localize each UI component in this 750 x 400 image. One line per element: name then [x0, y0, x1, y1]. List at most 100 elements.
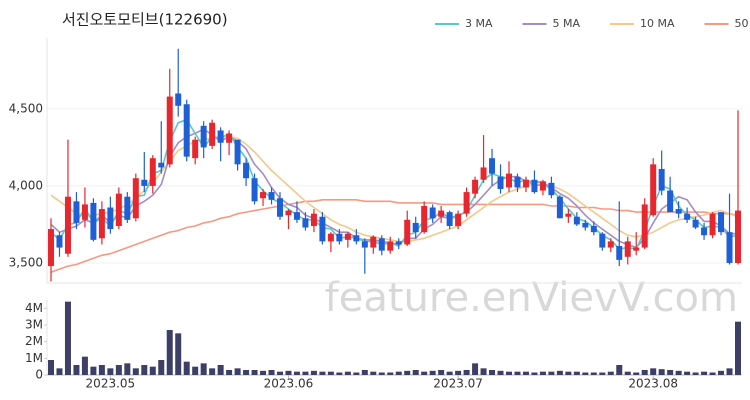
volume-bar: [735, 321, 741, 375]
candle-body: [506, 173, 512, 188]
candle-body: [200, 125, 207, 148]
volume-bar: [421, 371, 428, 375]
candle-body: [361, 241, 368, 248]
candle-body: [684, 213, 691, 220]
volume-bar: [506, 371, 512, 375]
volume-bar: [582, 372, 589, 375]
volume-bar: [234, 368, 241, 375]
volume-bar: [624, 371, 631, 375]
ma-line: [50, 127, 738, 249]
volume-bar: [370, 371, 377, 375]
volume-bar: [658, 369, 665, 375]
volume-tick-label: 0: [35, 368, 43, 382]
volume-bar: [480, 368, 487, 375]
candle-body: [548, 182, 555, 196]
candle-body: [641, 204, 648, 248]
volume-bar: [217, 365, 224, 375]
legend-label: 3 MA: [465, 17, 493, 30]
volume-bar: [183, 361, 190, 375]
candle-body: [412, 222, 419, 233]
volume-bar: [599, 372, 606, 375]
volume-bar: [692, 372, 699, 375]
chart-title: 서진오토모티브(122690): [62, 11, 228, 29]
ma-line: [50, 199, 739, 273]
candle-body: [726, 232, 733, 263]
volume-bar: [243, 370, 250, 375]
volume-tick-label: 4M: [25, 301, 43, 315]
candle-body: [582, 222, 589, 228]
candle-body: [667, 190, 674, 213]
candle-body: [633, 247, 640, 251]
volume-bar: [361, 370, 368, 375]
volume-bar: [98, 365, 105, 375]
candle-body: [277, 198, 283, 217]
volume-bar: [107, 368, 114, 375]
volume-bar: [556, 370, 563, 375]
volume-bar: [277, 371, 283, 375]
candle-body: [132, 178, 139, 219]
candle-body: [489, 158, 496, 174]
candle-body: [395, 241, 402, 245]
candle-body: [455, 213, 462, 226]
candle-body: [268, 192, 275, 200]
candle-body: [56, 235, 63, 248]
candle-body: [319, 216, 326, 242]
volume-bar: [90, 366, 97, 375]
candle-body: [718, 212, 725, 233]
volume-bar: [192, 366, 199, 375]
volume-bar: [175, 333, 182, 375]
volume-bar: [701, 371, 708, 375]
candle-body: [344, 233, 351, 240]
candle-body: [302, 218, 309, 228]
volume-bar: [327, 371, 334, 375]
volume-bar: [633, 372, 640, 375]
candle-body: [607, 241, 614, 248]
volume-bar: [319, 371, 326, 375]
candle-body: [565, 213, 572, 217]
volume-bar: [353, 372, 360, 375]
candle-body: [370, 236, 377, 248]
candle-body: [234, 139, 241, 165]
volume-bar: [302, 371, 309, 375]
volume-bar: [489, 370, 496, 375]
volume-bar: [81, 356, 88, 375]
candle-body: [446, 212, 453, 226]
candle-body: [709, 213, 716, 236]
volume-bar: [158, 360, 165, 375]
candle-body: [421, 205, 428, 233]
volume-bar: [590, 372, 597, 375]
x-tick-label: 2023.08: [628, 377, 678, 391]
volume-bar: [209, 368, 216, 375]
y-tick-label: 4,000: [9, 178, 43, 192]
volume-bar: [531, 372, 538, 375]
candle-body: [124, 196, 131, 220]
volume-bar: [56, 368, 63, 375]
candle-body: [141, 179, 148, 186]
candle-body: [522, 179, 529, 188]
volume-bar: [226, 370, 233, 375]
volume-bar: [344, 371, 351, 375]
volume-bar: [412, 370, 419, 375]
volume-tick-label: 3M: [25, 318, 43, 332]
volume-bar: [48, 360, 54, 375]
legend-label: 50 MA: [735, 17, 750, 30]
legend-label: 5 MA: [553, 17, 581, 30]
volume-bar: [115, 365, 122, 375]
volume-bar: [336, 372, 343, 375]
candle-body: [480, 167, 487, 180]
volume-tick-label: 2M: [25, 334, 43, 348]
volume-bar: [404, 370, 411, 375]
candle-body: [175, 93, 182, 106]
candle-body: [429, 207, 436, 219]
volume-bar: [429, 370, 436, 375]
volume-bar: [438, 370, 445, 375]
volume-bar: [285, 370, 292, 375]
candle-body: [658, 168, 665, 191]
volume-bar: [251, 370, 258, 375]
volume-bar: [310, 370, 317, 375]
candle-body: [64, 196, 71, 254]
volume-bar: [455, 370, 462, 375]
y-tick-label: 3,500: [9, 255, 43, 269]
volume-bar: [675, 370, 682, 375]
